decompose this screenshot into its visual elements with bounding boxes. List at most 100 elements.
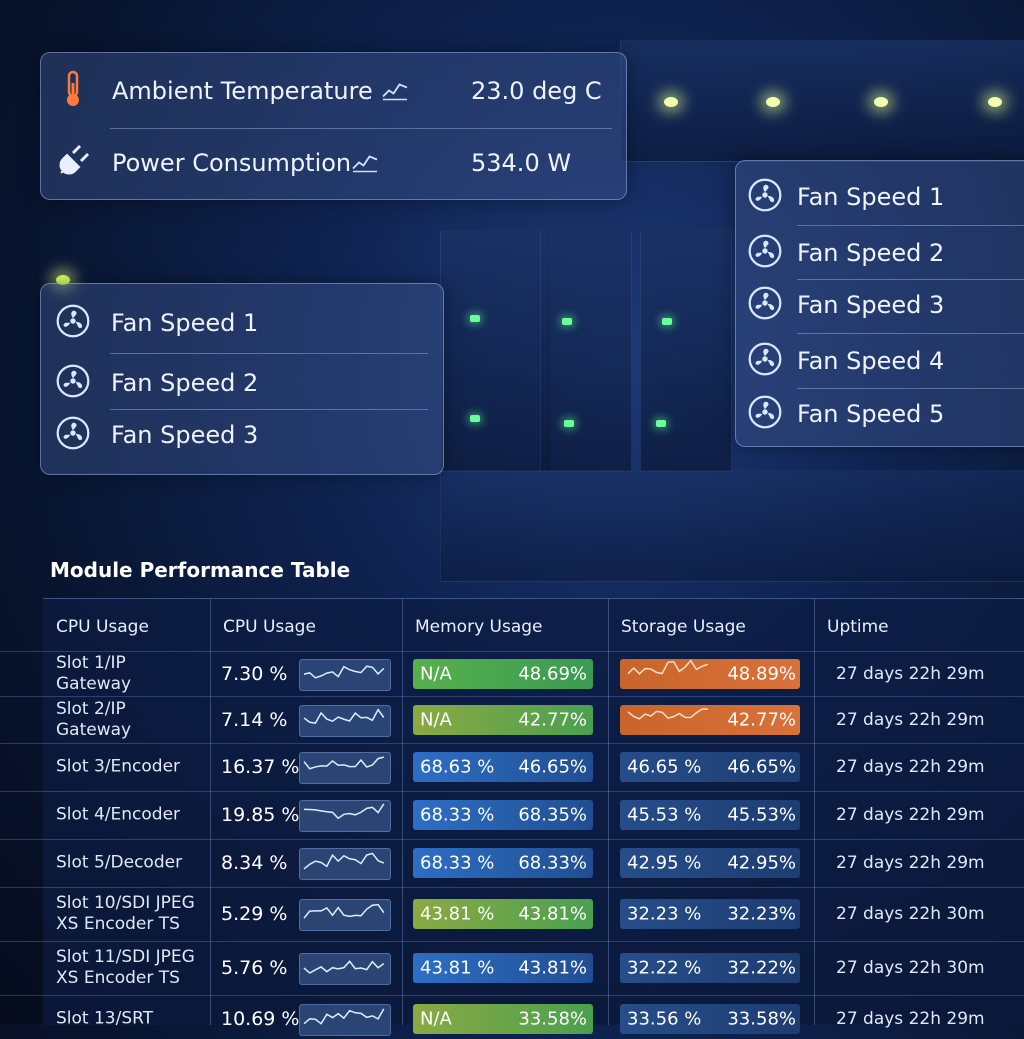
- column-divider: [608, 599, 609, 1025]
- column-header: Uptime: [827, 617, 889, 637]
- module-name: Slot 5/Decoder: [56, 852, 183, 873]
- icon-graphic: [56, 364, 90, 398]
- row-divider: [0, 696, 1024, 697]
- fan-label: Fan Speed 2: [111, 369, 259, 397]
- module-name: Slot 10/SDI JPEG XS Encoder TS: [56, 893, 195, 934]
- storage-bar: 42.95 % 42.95%: [620, 848, 800, 878]
- cpu-value: 16.37 %: [221, 756, 300, 778]
- divider: [797, 387, 1024, 389]
- fan-panel-right: [735, 160, 1024, 447]
- fan-label: Fan Speed 3: [797, 291, 945, 319]
- icon-graphic: [748, 395, 782, 429]
- cpu-value: 19.85 %: [221, 804, 300, 826]
- cpu-sparkline: [299, 800, 391, 832]
- memory-bar: 68.63 % 46.65%: [413, 752, 593, 782]
- sparkline: [627, 658, 709, 675]
- memory-percent: 42.77%: [518, 709, 587, 730]
- sparkline: [303, 852, 385, 870]
- row-icon: [53, 69, 93, 113]
- memory-percent: 43.81%: [518, 903, 587, 925]
- uptime: 27 days 22h 29m: [836, 805, 985, 825]
- fan-icon: [747, 285, 783, 325]
- storage-value: 32.23 %: [627, 903, 702, 925]
- icon-graphic: [748, 342, 782, 376]
- sparkline: [303, 664, 385, 679]
- cpu-value: 5.29 %: [221, 903, 288, 925]
- cpu-value: 7.30 %: [221, 662, 288, 685]
- cpu-value: 7.14 %: [221, 708, 288, 731]
- fan-label: Fan Speed 1: [111, 309, 259, 337]
- memory-percent: 48.69%: [518, 663, 587, 684]
- fan-label: Fan Speed 5: [797, 400, 945, 428]
- fan-icon: [747, 341, 783, 381]
- cpu-sparkline: [299, 848, 391, 880]
- storage-sparkline: [624, 702, 714, 737]
- storage-percent: 48.89%: [727, 663, 796, 684]
- storage-sparkline: [624, 656, 714, 691]
- trend-icon: [350, 146, 380, 180]
- storage-value: 32.22 %: [627, 957, 702, 979]
- fan-label: Fan Speed 4: [797, 347, 945, 375]
- column-header: CPU Usage: [56, 617, 149, 637]
- icon-graphic: [382, 83, 408, 101]
- storage-percent: 46.65%: [727, 756, 796, 778]
- row-divider: [0, 791, 1024, 792]
- column-header: Memory Usage: [415, 617, 543, 637]
- divider: [110, 409, 428, 410]
- memory-value: N/A: [420, 1008, 452, 1030]
- fan-label: Fan Speed 2: [797, 239, 945, 267]
- column-divider: [210, 599, 211, 1025]
- fan-label: Fan Speed 3: [111, 421, 259, 449]
- cpu-sparkline: [299, 658, 391, 691]
- storage-percent: 42.95%: [727, 852, 796, 874]
- module-name: Slot 13/SRT: [56, 1008, 154, 1029]
- memory-percent: 33.58%: [518, 1008, 587, 1030]
- uptime: 27 days 22h 29m: [836, 663, 985, 684]
- server-rack: [640, 230, 732, 472]
- icon-graphic: [56, 416, 90, 450]
- module-name: Slot 2/IP Gateway: [56, 698, 132, 740]
- server-rack: [440, 470, 1024, 582]
- storage-percent: 32.23%: [727, 903, 796, 925]
- cpu-sparkline: [299, 1004, 391, 1036]
- sparkline: [303, 1008, 385, 1025]
- memory-bar: N/A 42.77%: [413, 704, 593, 735]
- icon-graphic: [67, 70, 79, 106]
- uptime: 27 days 22h 29m: [836, 853, 985, 873]
- uptime: 27 days 22h 29m: [836, 757, 985, 777]
- row-divider: [0, 839, 1024, 840]
- memory-value: 43.81 %: [420, 957, 495, 979]
- storage-percent: 33.58%: [727, 1008, 796, 1030]
- memory-bar: N/A 48.69%: [413, 658, 593, 689]
- fan-icon: [55, 363, 91, 403]
- module-name: Slot 3/Encoder: [56, 756, 181, 777]
- storage-percent: 32.22%: [727, 957, 796, 979]
- module-name: Slot 1/IP Gateway: [56, 652, 132, 694]
- icon-graphic: [748, 286, 782, 320]
- uptime: 27 days 22h 29m: [836, 1009, 985, 1029]
- uptime: 27 days 22h 30m: [836, 904, 985, 924]
- fan-icon: [55, 303, 91, 343]
- storage-bar: 46.65 % 46.65%: [620, 752, 800, 782]
- memory-percent: 68.35%: [518, 804, 587, 826]
- column-header: CPU Usage: [223, 617, 316, 637]
- cpu-value: 10.69 %: [221, 1008, 300, 1030]
- storage-percent: 42.77%: [727, 709, 796, 730]
- cpu-sparkline: [299, 704, 391, 737]
- icon-graphic: [748, 178, 782, 212]
- server-rack: [440, 230, 552, 472]
- divider: [797, 225, 1024, 226]
- cpu-value: 8.34 %: [221, 852, 288, 874]
- memory-percent: 46.65%: [518, 756, 587, 778]
- metric-value: 534.0 W: [471, 149, 572, 177]
- row-divider: [0, 743, 1024, 744]
- memory-value: N/A: [420, 709, 452, 730]
- storage-bar: 48.89%: [620, 656, 800, 691]
- memory-bar: N/A 33.58%: [413, 1004, 593, 1034]
- storage-value: 46.65 %: [627, 756, 702, 778]
- cpu-sparkline: [299, 899, 391, 931]
- sparkline: [303, 960, 385, 974]
- performance-table: CPU Usage CPU Usage Memory Usage Storage Us…: [0, 598, 1024, 1036]
